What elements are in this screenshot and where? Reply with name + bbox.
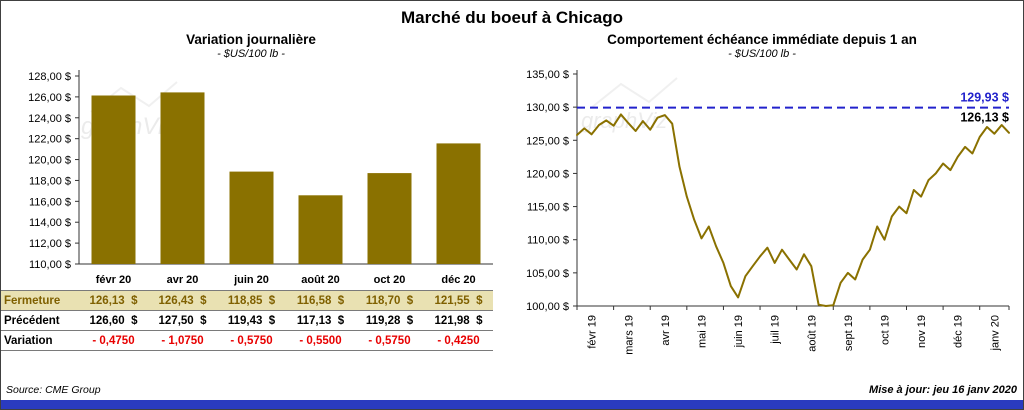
line-chart: graphViz 100,00 $ 105,00 $ 110,00 $ 115,00 $… (526, 69, 1010, 355)
right-chart-subtitle: - $US/100 lb - (728, 48, 796, 60)
bar (367, 173, 412, 264)
svg-text:105,00 $: 105,00 $ (526, 268, 569, 280)
last-value-label: 126,13 $ (960, 111, 1009, 125)
svg-text:mai 19: mai 19 (696, 315, 708, 348)
daily-variation-panel: Variation journalière - $US/100 lb - gra… (1, 28, 501, 351)
bar (229, 171, 274, 264)
svg-text:135,00 $: 135,00 $ (526, 69, 569, 81)
source-note: Source: CME Group (6, 384, 101, 396)
svg-text:120,00 $: 120,00 $ (526, 168, 569, 180)
line-chart-x-axis: févr 19 mars 19 avr 19 mai 19 juin 19 juil 19… (576, 306, 1010, 355)
bar (298, 195, 343, 264)
svg-text:112,00 $: 112,00 $ (29, 238, 71, 250)
month-header: avr 20 (166, 274, 199, 286)
svg-text:oct 19: oct 19 (880, 315, 892, 345)
svg-text:130,00 $: 130,00 $ (526, 102, 569, 114)
variation-value-cell: - 0,5500 (286, 331, 355, 351)
fermeture-value-cell: 126,43 $ (148, 290, 217, 311)
bar-chart-y-axis: 110,00 $ 112,00 $ 114,00 $ 116,00 $ 118,00 $… (28, 70, 493, 271)
fermeture-value-cell: 126,13 $ (79, 290, 148, 311)
svg-text:100,00 $: 100,00 $ (526, 301, 569, 313)
svg-text:avr 19: avr 19 (660, 315, 672, 346)
month-header: déc 20 (441, 274, 476, 286)
fermeture-value-cell: 118,85 $ (217, 290, 286, 311)
month-header: août 20 (301, 274, 340, 286)
precedent-value-cell: 119,28 $ (355, 311, 424, 331)
bar (436, 143, 481, 264)
variation-value-cell: - 1,0750 (148, 331, 217, 351)
fermeture-value-cell: 121,55 $ (424, 290, 493, 311)
svg-text:mars 19: mars 19 (623, 315, 635, 355)
svg-text:126,00 $: 126,00 $ (28, 92, 71, 104)
bar (160, 92, 205, 265)
svg-text:110,00 $: 110,00 $ (29, 259, 71, 271)
variation-value-cell: - 0,4250 (424, 331, 493, 351)
bar (91, 95, 136, 264)
month-header: oct 20 (373, 274, 406, 286)
svg-text:juil 19: juil 19 (770, 315, 782, 345)
variation-value-cell: - 0,4750 (79, 331, 148, 351)
fermeture-value-cell: 118,70 $ (355, 290, 424, 311)
svg-text:janv 20: janv 20 (989, 315, 1001, 351)
right-chart-header: Comportement échéance immédiate depuis 1… (501, 32, 1023, 60)
svg-text:116,00 $: 116,00 $ (29, 196, 71, 208)
variation-row-label: Variation (1, 331, 79, 351)
price-line (576, 113, 1010, 307)
variation-value-cell: - 0,5750 (355, 331, 424, 351)
precedent-value-cell: 119,43 $ (217, 311, 286, 331)
bottom-accent-bar (1, 400, 1023, 409)
immediate-maturity-panel: Comportement échéance immédiate depuis 1… (501, 28, 1023, 380)
left-chart-header: Variation journalière - $US/100 lb - (1, 32, 501, 60)
svg-text:110,00 $: 110,00 $ (527, 235, 569, 247)
svg-text:122,00 $: 122,00 $ (28, 134, 71, 146)
svg-text:120,00 $: 120,00 $ (28, 155, 71, 167)
month-header: juin 20 (234, 274, 269, 286)
table-corner (1, 272, 79, 290)
svg-text:août 19: août 19 (806, 315, 818, 352)
price-table: févr 20 avr 20 juin 20 août 20 oct 20 déc 20 F… (1, 272, 493, 351)
fermeture-value-cell: 116,58 $ (286, 290, 355, 311)
precedent-value-cell: 127,50 $ (148, 311, 217, 331)
svg-text:févr 19: févr 19 (587, 315, 599, 349)
right-chart-title: Comportement échéance immédiate depuis 1… (607, 32, 917, 47)
precedent-value-cell: 117,13 $ (286, 311, 355, 331)
svg-text:114,00 $: 114,00 $ (29, 217, 71, 229)
svg-text:125,00 $: 125,00 $ (526, 135, 569, 147)
svg-text:graphViz: graphViz (581, 108, 667, 133)
svg-text:115,00 $: 115,00 $ (527, 202, 569, 214)
svg-text:128,00 $: 128,00 $ (28, 71, 71, 83)
bars (91, 92, 481, 265)
variation-value-cell: - 0,5750 (217, 331, 286, 351)
bar-chart: graphViz110,00 $112,00 $114,00 $116,00 $… (28, 70, 493, 271)
page-title: Marché du boeuf à Chicago (401, 8, 623, 27)
svg-text:nov 19: nov 19 (916, 315, 928, 348)
fermeture-row-label: Fermeture (1, 290, 79, 311)
left-chart-title: Variation journalière (186, 32, 316, 47)
charts-row: Variation journalière - $US/100 lb - gra… (1, 28, 1023, 380)
svg-text:sept 19: sept 19 (843, 315, 855, 351)
svg-text:118,00 $: 118,00 $ (29, 175, 71, 187)
precedent-value-cell: 126,60 $ (79, 311, 148, 331)
reference-line-label: 129,93 $ (960, 91, 1009, 105)
left-chart-subtitle: - $US/100 lb - (217, 48, 285, 60)
precedent-value-cell: 121,98 $ (424, 311, 493, 331)
month-header: févr 20 (95, 274, 132, 286)
precedent-row-label: Précédent (1, 311, 79, 331)
svg-text:124,00 $: 124,00 $ (28, 113, 71, 125)
line-chart-y-axis: 100,00 $ 105,00 $ 110,00 $ 115,00 $ 120,00 $… (526, 69, 1009, 313)
update-note: Mise à jour: jeu 16 janv 2020 (869, 384, 1017, 396)
svg-text:juin 19: juin 19 (733, 315, 745, 348)
svg-text:déc 19: déc 19 (953, 315, 965, 348)
footer: Source: CME Group Mise à jour: jeu 16 ja… (6, 384, 1017, 396)
